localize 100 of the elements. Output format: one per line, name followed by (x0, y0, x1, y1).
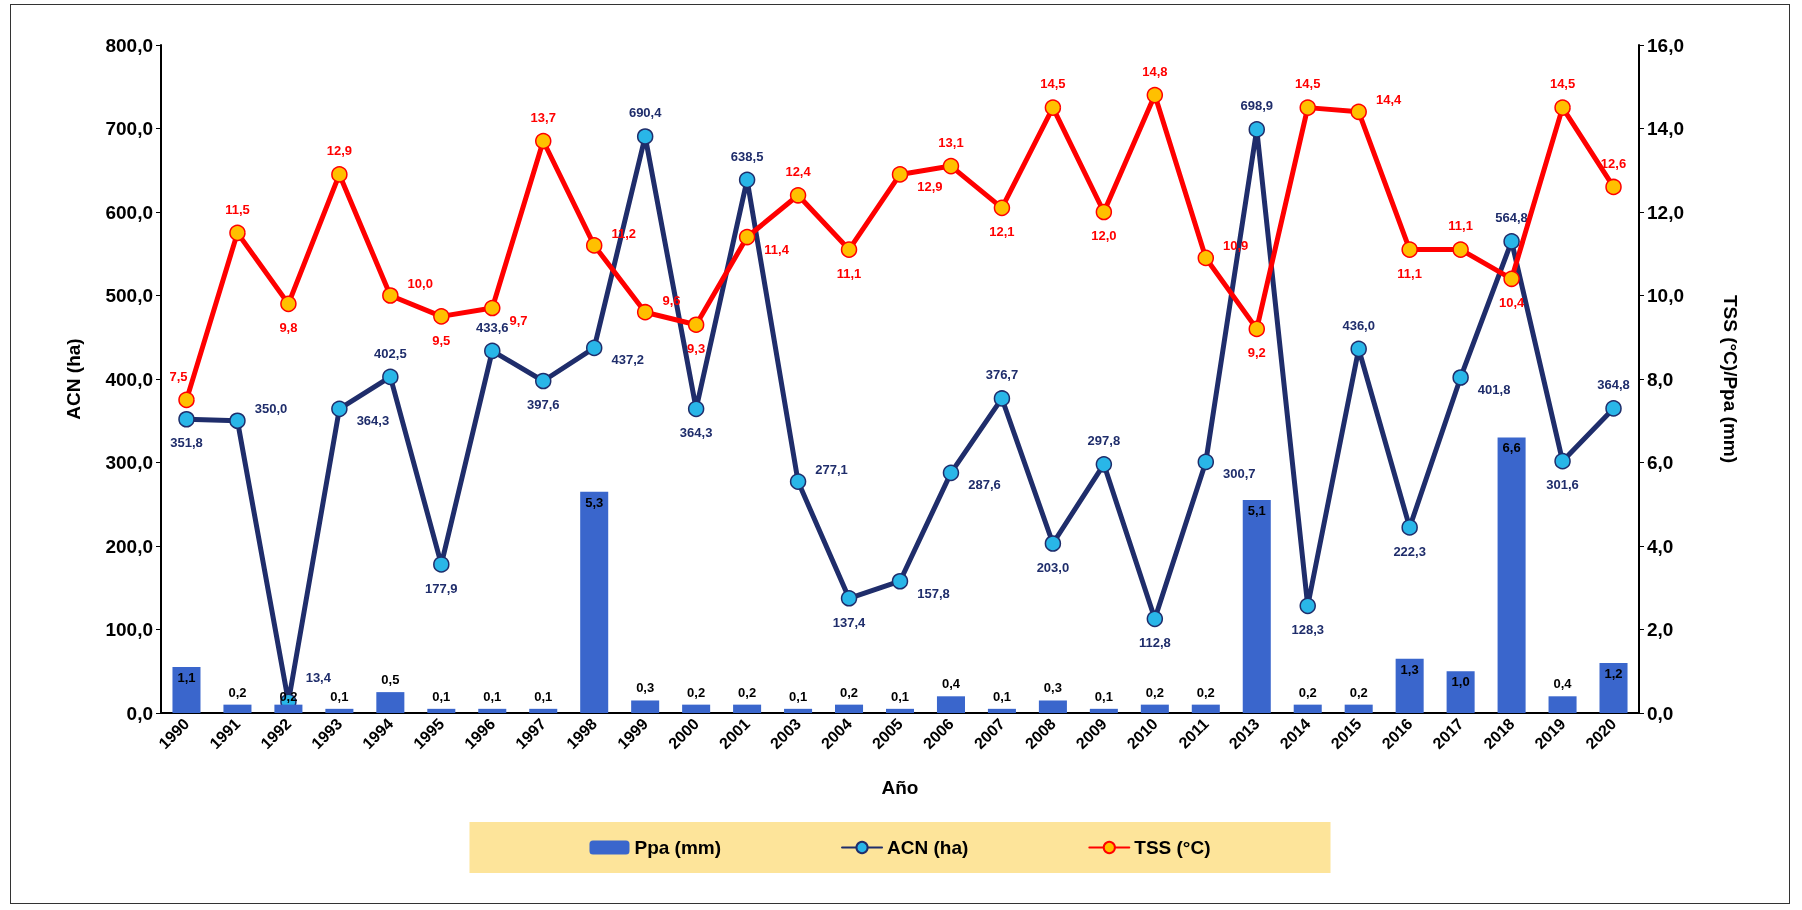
bar (580, 491, 609, 713)
bar (1344, 704, 1373, 713)
y-tick-label: 0,0 (126, 702, 153, 724)
data-label: 436,0 (1342, 317, 1375, 333)
point (433, 308, 450, 325)
y2-tick-label: 6,0 (1647, 452, 1674, 473)
y-tick-label: 200,0 (105, 535, 153, 557)
point (1452, 369, 1469, 386)
data-label: 0,1 (534, 688, 553, 704)
legend-label: ACN (ha) (887, 837, 969, 858)
legend-label: Ppa (mm) (634, 837, 722, 858)
data-label: 0,1 (992, 688, 1011, 704)
data-label: 0,1 (890, 688, 910, 704)
point (840, 590, 858, 607)
data-label: 564,8 (1495, 210, 1528, 226)
bar (1089, 708, 1118, 713)
data-label: 14,5 (1040, 76, 1066, 92)
point (1503, 270, 1520, 288)
data-label: 9,7 (509, 312, 528, 328)
y-tick-label: 100,0 (105, 619, 153, 640)
data-label: 203,0 (1036, 559, 1070, 575)
point (1095, 456, 1113, 473)
bar (1242, 500, 1271, 713)
point (484, 299, 501, 317)
data-label: 437,2 (611, 352, 644, 368)
data-label: 11,1 (1448, 218, 1473, 234)
bar (835, 704, 864, 713)
data-label: 222,3 (1393, 543, 1426, 559)
point (1605, 400, 1622, 417)
x-axis-title: Año (881, 777, 919, 798)
data-label: 1,0 (1451, 674, 1470, 690)
point (1401, 241, 1418, 258)
y-tick-label: 400,0 (105, 368, 153, 390)
point (789, 187, 807, 204)
bar (376, 692, 405, 713)
point (1197, 249, 1215, 267)
bar (172, 667, 201, 713)
point (738, 171, 756, 189)
data-label: 13,4 (305, 670, 332, 686)
point (535, 372, 552, 390)
point (1095, 203, 1113, 221)
bar (1497, 437, 1526, 713)
y-tick-label: 300,0 (105, 452, 153, 473)
data-label: 1,1 (177, 670, 196, 686)
point (484, 342, 501, 360)
point (891, 166, 909, 183)
y-tick-label: 700,0 (105, 118, 153, 139)
y-tick-label: 800,0 (105, 34, 153, 56)
point (636, 303, 654, 321)
data-label: 12,9 (326, 143, 353, 159)
bar (478, 708, 507, 713)
point (1350, 340, 1367, 358)
point (1044, 99, 1062, 116)
data-label: 9,2 (1247, 345, 1266, 361)
legend-label: TSS (°C) (1134, 837, 1211, 858)
bar (1599, 662, 1628, 713)
data-label: 157,8 (917, 585, 950, 601)
data-label: 301,6 (1546, 477, 1579, 493)
point (382, 287, 399, 304)
point (1350, 103, 1367, 121)
point (1503, 233, 1520, 250)
point (636, 128, 654, 145)
data-label: 364,3 (679, 425, 713, 441)
y-tick-label: 500,0 (105, 285, 153, 306)
data-label: 5,1 (1247, 503, 1266, 519)
data-label: 0,2 (840, 684, 859, 700)
data-label: 6,6 (1502, 440, 1521, 456)
point (1197, 453, 1215, 471)
point (1044, 535, 1062, 552)
data-label: 0,3 (636, 680, 655, 696)
data-label: 0,3 (1043, 680, 1062, 696)
bar (427, 708, 456, 713)
data-label: 0,2 (228, 684, 247, 700)
data-label: 0,2 (1196, 684, 1215, 700)
point (331, 166, 348, 183)
bar (1395, 658, 1424, 713)
data-label: 14,8 (1142, 63, 1168, 79)
data-label: 11,4 (764, 241, 790, 257)
point (993, 199, 1011, 217)
point (687, 400, 705, 418)
data-label: 364,8 (1597, 377, 1630, 393)
data-label: 11,1 (836, 265, 862, 281)
point (1248, 320, 1266, 338)
point (229, 412, 246, 429)
data-label: 137,4 (832, 614, 867, 630)
point (1248, 121, 1266, 138)
point (993, 390, 1011, 407)
bar (987, 708, 1016, 713)
data-label: 12,1 (989, 224, 1015, 240)
data-label: 297,8 (1087, 433, 1121, 449)
data-label: 0,2 (1298, 684, 1317, 700)
data-label: 397,6 (526, 397, 560, 413)
data-label: 0,1 (1094, 688, 1113, 704)
point (1554, 452, 1571, 470)
data-label: 12,9 (917, 178, 943, 194)
data-label: 14,4 (1375, 92, 1403, 108)
point (1605, 178, 1622, 196)
data-label: 0,1 (330, 688, 349, 704)
bar (733, 704, 762, 713)
point (1146, 86, 1164, 104)
